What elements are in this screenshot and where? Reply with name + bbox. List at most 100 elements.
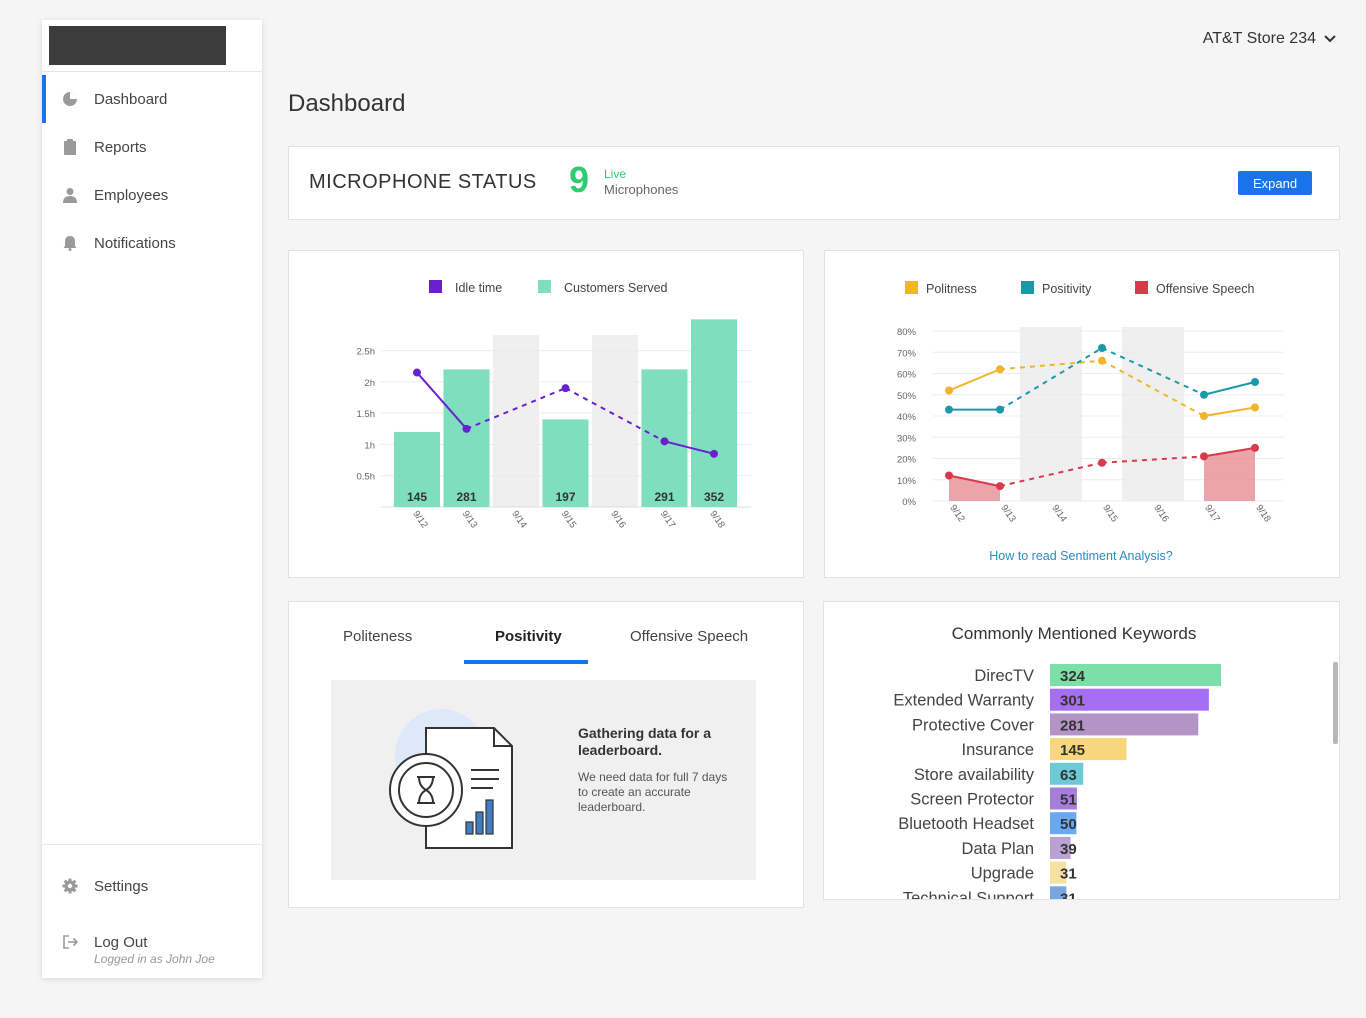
mic-status-title: MICROPHONE STATUS <box>309 171 537 193</box>
keyword-label: Screen Protector <box>910 791 1034 809</box>
shaded-day <box>1122 327 1184 501</box>
keyword-bar <box>1050 664 1221 686</box>
series-point <box>1098 344 1106 352</box>
user-icon <box>62 187 78 203</box>
store-selector[interactable]: AT&T Store 234 <box>1203 30 1336 48</box>
keyword-value: 145 <box>1060 742 1085 759</box>
series-line-segment <box>948 474 1001 488</box>
legend-swatch <box>1135 281 1148 294</box>
y-tick-label: 60% <box>897 370 917 381</box>
microphone-status-card: MICROPHONE STATUS 9 Live Microphones Exp… <box>288 146 1340 220</box>
gear-icon <box>62 878 78 894</box>
tab-offensive-speech[interactable]: Offensive Speech <box>630 628 749 645</box>
keyword-value: 39 <box>1060 841 1077 858</box>
series-point <box>1200 412 1208 420</box>
bar-label: 352 <box>704 490 724 504</box>
legend-label: Idle time <box>455 281 502 295</box>
keyword-label: Insurance <box>962 741 1034 759</box>
bar <box>691 319 737 507</box>
legend-label: Positivity <box>1042 282 1092 296</box>
empty-state-description: We need data for full 7 days to create a… <box>578 770 728 814</box>
sidebar-item-reports[interactable]: Reports <box>42 123 262 171</box>
bar-label: 145 <box>407 490 427 504</box>
mic-sub-label: Microphones <box>604 182 679 197</box>
tab-politeness[interactable]: Politeness <box>343 628 413 645</box>
legend-swatch <box>1021 281 1034 294</box>
keyword-value: 324 <box>1060 668 1086 685</box>
y-tick-label: 2.5h <box>357 347 376 358</box>
keyword-label: DirecTV <box>974 667 1034 685</box>
bar <box>443 369 490 507</box>
sidebar-item-notifications[interactable]: Notifications <box>42 219 262 267</box>
x-tick-label: 9/18 <box>1253 503 1273 524</box>
sidebar-divider <box>42 844 262 845</box>
series-line-segment <box>1101 455 1205 464</box>
expand-button[interactable]: Expand <box>1238 171 1312 195</box>
tab-positivity[interactable]: Positivity <box>495 628 562 645</box>
series-point <box>1251 403 1259 412</box>
sidebar-item-employees[interactable]: Employees <box>42 171 262 219</box>
series-line-segment <box>1101 347 1205 396</box>
y-tick-label: 1h <box>364 440 375 451</box>
keyword-value: 51 <box>1060 792 1077 809</box>
y-tick-label: 1.5h <box>357 409 376 420</box>
series-point <box>996 482 1004 491</box>
bell-icon <box>62 235 78 251</box>
y-tick-label: 0% <box>902 497 916 508</box>
x-tick-label: 9/17 <box>1202 503 1222 524</box>
keywords-card: Commonly Mentioned Keywords DirecTV 324 Ex… <box>823 601 1340 900</box>
clipboard-icon <box>62 139 78 155</box>
series-point <box>945 471 953 480</box>
sentiment-help-link[interactable]: How to read Sentiment Analysis? <box>989 549 1172 563</box>
idle-line-segment <box>565 387 665 443</box>
x-tick-label: 9/16 <box>608 509 628 530</box>
series-line-segment <box>1203 446 1256 458</box>
y-tick-label: 40% <box>897 412 917 423</box>
sentiment-chart: Politness Positivity Offensive Speech 0% 10%… <box>897 281 1283 563</box>
sidebar-item-dashboard[interactable]: Dashboard <box>42 75 262 123</box>
keywords-scrollbar[interactable] <box>1333 662 1338 744</box>
y-tick-label: 10% <box>897 476 917 487</box>
series-point <box>1098 458 1106 467</box>
series-point <box>945 405 953 414</box>
shaded-day <box>592 335 638 507</box>
keyword-value: 63 <box>1060 767 1077 784</box>
keyword-bar <box>1050 738 1127 761</box>
keyword-bar <box>1050 762 1084 785</box>
keyword-bar <box>1050 861 1067 884</box>
idle-customers-chart: Idle time Customers Served 0.5h 1h 1.5h 2h 2.5… <box>357 280 751 530</box>
offensive-area <box>949 475 1000 501</box>
mic-count: 9 <box>569 159 590 200</box>
legend-swatch <box>905 281 918 294</box>
page-title: Dashboard <box>288 90 406 117</box>
series-line-segment <box>999 359 1103 371</box>
series-point <box>1200 452 1208 461</box>
keyword-label: Upgrade <box>971 865 1034 883</box>
legend-label: Offensive Speech <box>1156 282 1254 296</box>
shaded-day <box>493 335 539 507</box>
series-line-segment <box>1203 406 1256 417</box>
mic-live-label: Live <box>604 167 627 181</box>
series-point <box>1200 390 1208 399</box>
bar-label: 291 <box>654 490 674 504</box>
keyword-label: Protective Cover <box>912 716 1034 734</box>
bar <box>542 419 589 507</box>
keywords-title: Commonly Mentioned Keywords <box>951 624 1197 643</box>
keyword-bar <box>1050 812 1077 835</box>
pie-chart-icon <box>62 91 78 107</box>
idle-line-segment <box>416 371 468 430</box>
sidebar-item-settings[interactable]: Settings <box>42 862 262 910</box>
x-tick-label: 9/14 <box>509 509 529 530</box>
y-tick-label: 50% <box>897 391 917 402</box>
logout-button[interactable]: Log Out <box>42 918 262 966</box>
keyword-value: 31 <box>1060 890 1077 900</box>
x-tick-label: 9/18 <box>707 509 727 530</box>
idle-point <box>413 368 421 377</box>
sidebar: Dashboard Reports Employees Notification… <box>42 20 262 978</box>
chevron-down-icon <box>1324 30 1336 48</box>
series-line-segment <box>999 461 1103 488</box>
sidebar-divider <box>42 71 262 72</box>
bar <box>394 431 440 507</box>
logged-in-text: Logged in as John Joe <box>94 952 215 966</box>
bar-label: 197 <box>555 490 575 504</box>
